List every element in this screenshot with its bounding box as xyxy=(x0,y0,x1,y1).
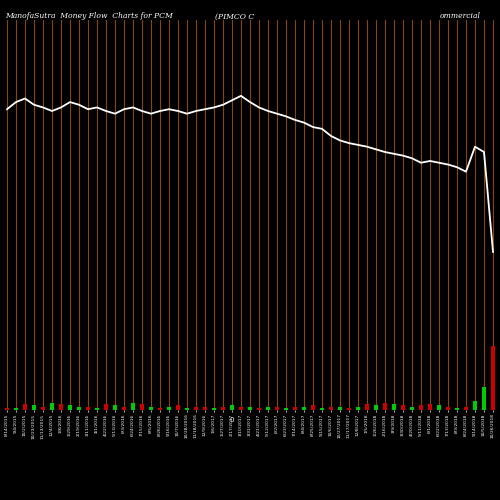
Bar xyxy=(4,408,10,410)
Bar xyxy=(58,404,64,410)
Bar xyxy=(292,407,298,410)
Bar xyxy=(482,387,486,410)
Bar xyxy=(122,406,126,410)
Bar xyxy=(338,406,342,410)
Bar xyxy=(382,403,388,410)
Bar xyxy=(364,404,370,410)
Bar xyxy=(248,406,252,410)
Bar xyxy=(86,406,90,410)
Text: ommercial: ommercial xyxy=(440,12,481,20)
Bar xyxy=(428,404,432,410)
Bar xyxy=(400,406,406,410)
Bar xyxy=(130,403,136,410)
Bar xyxy=(310,406,316,410)
Bar xyxy=(140,404,144,410)
Bar xyxy=(50,403,54,410)
Bar xyxy=(346,408,352,410)
Text: (PIMCO C: (PIMCO C xyxy=(215,12,254,20)
Bar xyxy=(14,408,18,410)
Bar xyxy=(274,406,280,410)
Bar xyxy=(454,408,460,410)
Text: 0: 0 xyxy=(230,417,234,423)
Bar xyxy=(40,406,46,410)
Bar xyxy=(464,406,468,410)
Bar xyxy=(356,407,360,410)
Bar xyxy=(112,406,117,410)
Bar xyxy=(490,346,496,410)
Bar xyxy=(418,406,424,410)
Bar xyxy=(284,408,288,410)
Bar xyxy=(256,408,262,410)
Bar xyxy=(148,407,154,410)
Bar xyxy=(104,404,108,410)
Bar xyxy=(230,406,234,410)
Bar xyxy=(158,408,162,410)
Bar xyxy=(410,406,414,410)
Bar xyxy=(446,406,450,410)
Bar xyxy=(22,404,28,410)
Bar xyxy=(472,402,478,410)
Bar xyxy=(374,406,378,410)
Bar xyxy=(68,406,72,410)
Bar xyxy=(392,404,396,410)
Bar xyxy=(202,406,207,410)
Bar xyxy=(32,406,36,410)
Text: ManofaSutra  Money Flow  Charts for PCM: ManofaSutra Money Flow Charts for PCM xyxy=(5,12,173,20)
Bar xyxy=(238,407,244,410)
Bar xyxy=(220,406,226,410)
Bar xyxy=(266,407,270,410)
Bar xyxy=(194,407,198,410)
Bar xyxy=(184,408,190,410)
Bar xyxy=(302,406,306,410)
Bar xyxy=(176,406,180,410)
Bar xyxy=(320,408,324,410)
Bar xyxy=(436,406,442,410)
Bar xyxy=(76,407,82,410)
Bar xyxy=(328,407,334,410)
Bar xyxy=(94,408,100,410)
Bar xyxy=(212,408,216,410)
Bar xyxy=(166,406,172,410)
